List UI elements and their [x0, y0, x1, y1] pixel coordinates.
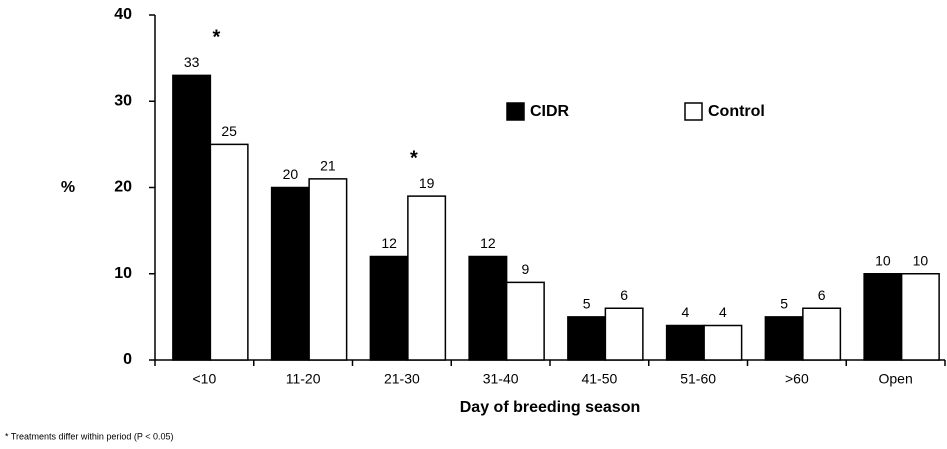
y-tick-label: 0 [123, 351, 132, 368]
data-label: 6 [620, 287, 628, 303]
bar [764, 316, 804, 361]
data-label: 33 [184, 54, 200, 70]
x-tick-label: 11-20 [286, 371, 321, 387]
data-label: 20 [283, 166, 299, 182]
y-tick-label: 40 [114, 6, 132, 23]
data-label: 12 [381, 235, 397, 251]
bar [703, 324, 743, 361]
y-tick-label: 10 [114, 265, 132, 282]
data-label: 19 [419, 175, 435, 191]
bar [369, 255, 409, 361]
data-label: 21 [320, 158, 336, 174]
y-tick-label: 20 [114, 179, 132, 196]
bar [604, 307, 644, 361]
data-label: 9 [521, 261, 529, 277]
bar [802, 307, 842, 361]
data-label: 5 [583, 296, 591, 312]
data-label: 10 [875, 252, 891, 268]
data-label: 6 [818, 287, 826, 303]
significance-marker: * [212, 27, 220, 49]
legend-swatch [506, 102, 525, 121]
legend-label: CIDR [530, 103, 570, 120]
bar [308, 178, 348, 361]
y-tick-label: 30 [114, 92, 132, 109]
significance-marker: * [410, 147, 418, 169]
x-tick-label: 41-50 [581, 371, 617, 387]
bar [270, 186, 310, 361]
data-label: 25 [221, 123, 237, 139]
bar [505, 281, 545, 361]
bar [863, 273, 903, 361]
data-label: 4 [681, 304, 689, 320]
x-tick-label: 31-40 [483, 371, 519, 387]
bar [567, 316, 607, 361]
bar [900, 273, 940, 361]
bar [172, 74, 212, 361]
bar [665, 324, 705, 361]
legend-swatch [684, 102, 703, 121]
legend-label: Control [708, 103, 765, 120]
bar [407, 195, 447, 361]
x-tick-label: Open [879, 371, 913, 387]
x-axis-label: Day of breeding season [460, 399, 641, 416]
x-tick-label: >60 [785, 371, 809, 387]
x-tick-label: 21-30 [384, 371, 420, 387]
data-label: 4 [719, 304, 727, 320]
x-tick-label: 51-60 [680, 371, 716, 387]
bar [209, 143, 249, 361]
data-label: 5 [780, 296, 788, 312]
footnote: * Treatments differ within period (P < 0… [5, 431, 174, 441]
bar [468, 255, 508, 361]
data-label: 10 [913, 252, 929, 268]
data-label: 12 [480, 235, 496, 251]
y-axis-label: % [61, 179, 75, 196]
x-tick-label: <10 [193, 371, 217, 387]
